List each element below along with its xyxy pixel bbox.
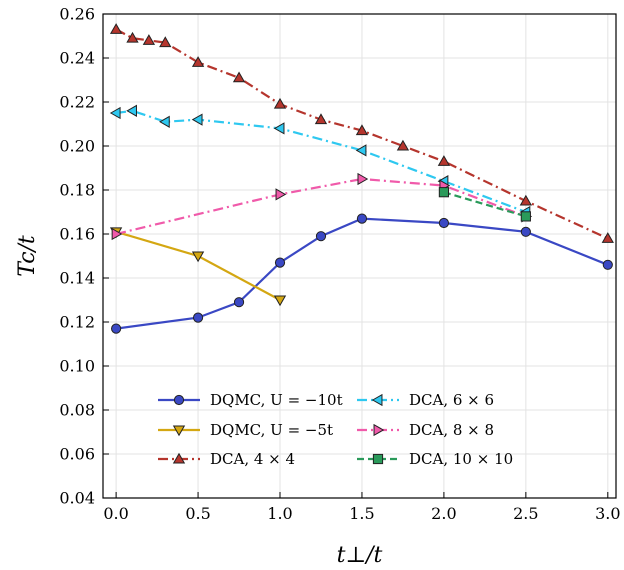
data-point-marker <box>274 257 286 268</box>
y-tick-label: 0.14 <box>59 269 95 288</box>
data-point-marker <box>315 231 327 242</box>
data-point-marker <box>126 104 137 117</box>
y-tick-label: 0.26 <box>59 5 95 24</box>
data-point-marker <box>172 452 186 464</box>
y-tick-label: 0.06 <box>59 445 95 464</box>
data-point-marker <box>520 211 531 222</box>
legend-label: DCA, 4 × 4 <box>210 450 295 468</box>
x-tick-label: 2.5 <box>513 504 538 523</box>
data-point-marker <box>158 115 170 128</box>
data-point-marker <box>355 124 369 136</box>
data-point-marker <box>109 23 123 34</box>
series-0 <box>111 213 613 334</box>
y-tick-label: 0.04 <box>59 489 95 508</box>
data-point-marker <box>191 251 205 263</box>
legend-item: DCA, 4 × 4 <box>158 450 295 468</box>
data-point-marker <box>356 213 368 224</box>
data-point-marker <box>438 217 450 229</box>
y-tick-label: 0.20 <box>59 137 95 156</box>
legend-label: DQMC, U = −5t <box>210 421 333 439</box>
legend-label: DCA, 10 × 10 <box>409 450 513 468</box>
legend-label: DCA, 8 × 8 <box>409 421 494 439</box>
legend-label: DQMC, U = −10t <box>210 391 343 409</box>
data-point-marker <box>159 36 172 48</box>
data-point-marker <box>232 71 246 83</box>
x-tick-label: 0.5 <box>185 504 210 523</box>
series-5 <box>438 187 531 222</box>
x-axis-label: t⊥/t <box>337 543 383 568</box>
data-point-marker <box>126 31 139 43</box>
data-point-marker <box>275 188 287 201</box>
y-axis-label: Tc/t <box>15 235 40 277</box>
legend-item: DCA, 6 × 6 <box>357 391 494 409</box>
data-point-marker <box>111 227 123 241</box>
data-point-marker <box>357 172 369 186</box>
legend-item: DCA, 10 × 10 <box>357 450 513 468</box>
legend-item: DQMC, U = −10t <box>158 391 343 409</box>
data-point-marker <box>273 122 285 135</box>
data-point-marker <box>371 393 383 407</box>
data-point-marker <box>191 56 205 67</box>
data-point-marker <box>520 226 531 237</box>
data-point-marker <box>437 155 451 166</box>
ticks: 0.0 0.5 1.0 1.5 2.0 2.5 3.0 0.04 0.06 0.08 0.10 0.1… <box>59 5 620 524</box>
data-point-marker <box>142 34 156 45</box>
data-point-marker <box>519 194 533 206</box>
legend-item: DQMC, U = −5t <box>158 421 333 439</box>
series-line <box>115 177 527 236</box>
y-tick-label: 0.18 <box>59 181 95 200</box>
series-3 <box>109 104 531 219</box>
x-tick-label: 1.5 <box>349 504 374 523</box>
x-tick-label: 3.0 <box>595 504 620 523</box>
y-tick-label: 0.12 <box>59 313 95 332</box>
series-2 <box>109 23 614 243</box>
series-line <box>115 109 527 214</box>
x-tick-label: 1.0 <box>267 504 292 523</box>
data-point-marker <box>172 425 186 437</box>
y-tick-label: 0.16 <box>59 225 95 244</box>
legend: DQMC, U = −10t DQMC, U = −5t DCA, 4 × 4 DCA… <box>158 391 513 468</box>
series-4 <box>111 172 533 241</box>
grid <box>103 13 616 499</box>
legend-label: DCA, 6 × 6 <box>409 391 494 409</box>
data-point-marker <box>355 144 367 157</box>
x-tick-label: 2.0 <box>431 504 456 523</box>
y-tick-label: 0.22 <box>59 93 95 112</box>
data-point-marker <box>396 139 410 151</box>
data-point-marker <box>438 187 450 198</box>
data-point-marker <box>173 394 185 406</box>
y-tick-label: 0.10 <box>59 357 95 376</box>
y-tick-label: 0.08 <box>59 401 95 420</box>
data-point-marker <box>273 295 287 307</box>
series-layer <box>109 23 614 334</box>
data-point-marker <box>191 113 203 126</box>
data-point-marker <box>373 423 385 437</box>
data-point-marker <box>601 232 614 243</box>
x-tick-label: 0.0 <box>103 504 128 523</box>
data-point-marker <box>109 106 121 120</box>
data-point-marker <box>602 259 613 270</box>
plot-frame <box>102 13 617 499</box>
legend-item: DCA, 8 × 8 <box>357 421 494 439</box>
data-point-marker <box>273 97 287 109</box>
series-line <box>443 191 527 218</box>
y-tick-label: 0.24 <box>59 49 95 68</box>
data-point-marker <box>192 312 204 323</box>
data-point-marker <box>233 297 245 308</box>
data-point-marker <box>372 453 384 465</box>
data-point-marker <box>314 113 328 125</box>
data-point-marker <box>111 323 122 334</box>
